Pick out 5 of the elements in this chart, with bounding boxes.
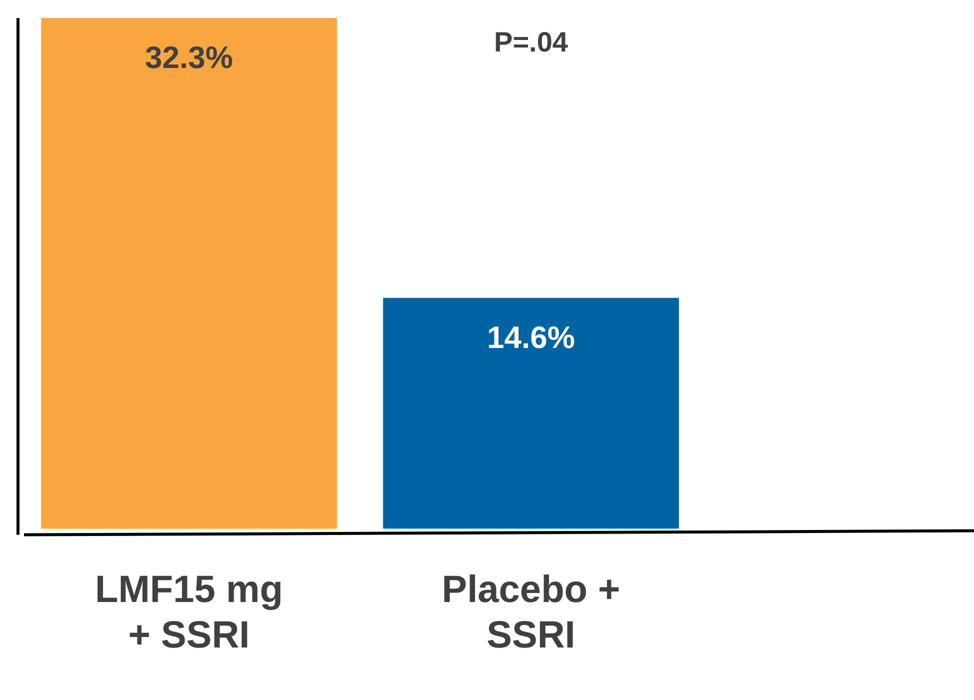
data-label: 14.6% <box>487 320 575 355</box>
x-tick-label: LMF15 mg + SSRI <box>95 569 283 657</box>
data-label: 32.3% <box>145 40 233 76</box>
x-tick-label: Placebo + SSRI <box>442 569 620 657</box>
annotation: P=.04 <box>494 26 568 58</box>
